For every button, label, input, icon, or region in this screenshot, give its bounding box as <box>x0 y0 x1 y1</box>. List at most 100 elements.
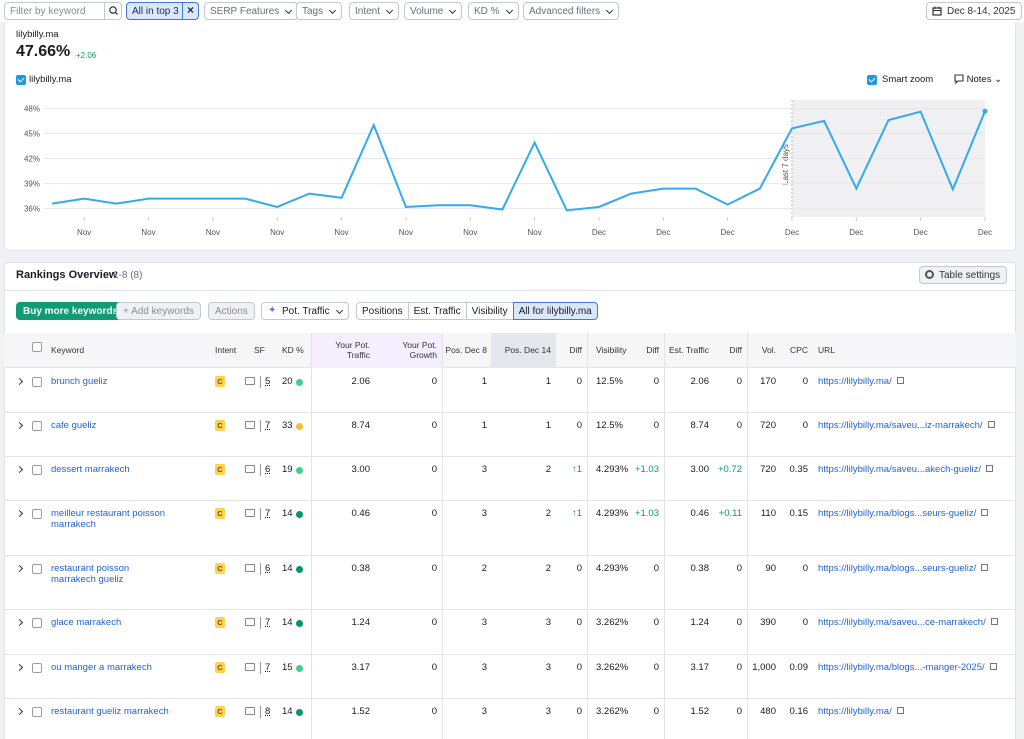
search-icon[interactable] <box>104 3 121 19</box>
expand-chevron[interactable] <box>15 707 24 716</box>
row-checkbox[interactable] <box>32 465 42 475</box>
column-header[interactable]: Diff <box>569 345 582 355</box>
external-link-icon[interactable] <box>990 618 998 625</box>
keyword-link[interactable]: cafe gueliz <box>51 420 97 431</box>
expand-chevron[interactable] <box>15 465 24 474</box>
column-header[interactable]: Pos. Dec 8 <box>445 345 487 355</box>
serp-sep <box>260 508 261 520</box>
select-all-checkbox[interactable] <box>32 342 42 352</box>
highlight-label: Last 7 days <box>781 144 790 185</box>
keyword-link[interactable]: dessert marrakech <box>51 464 130 475</box>
url-link[interactable]: https://lilybilly.ma/ <box>818 376 904 388</box>
cell: 4.293% <box>596 464 629 475</box>
notes-button[interactable]: Notes ⌄ <box>954 74 1002 85</box>
column-header[interactable]: Diff <box>646 345 659 355</box>
legend-checkbox[interactable] <box>16 75 26 85</box>
header-highlight <box>312 333 442 368</box>
cell: 0.09 <box>789 662 809 673</box>
expand-chevron[interactable] <box>15 421 24 430</box>
row-checkbox[interactable] <box>32 707 42 717</box>
column-header[interactable]: Intent <box>215 345 237 355</box>
external-link-icon[interactable] <box>989 663 997 670</box>
row-divider <box>4 654 1016 655</box>
tab[interactable]: Visibility <box>465 302 514 320</box>
row-checkbox[interactable] <box>32 564 42 574</box>
url-link[interactable]: https://lilybilly.ma/blogs...-manger-202… <box>818 662 997 674</box>
tab[interactable]: Positions <box>356 302 409 320</box>
column-header[interactable]: KD % <box>282 345 304 355</box>
dropdown[interactable]: Advanced filters <box>523 2 620 20</box>
kd-dot <box>296 566 303 573</box>
dropdown[interactable]: KD % <box>468 2 519 20</box>
url-link[interactable]: https://lilybilly.ma/saveu...ce-marrakec… <box>818 617 998 629</box>
row-checkbox[interactable] <box>32 663 42 673</box>
url-link[interactable]: https://lilybilly.ma/blogs...seurs-gueli… <box>818 563 989 575</box>
serp-icon <box>245 663 255 671</box>
tab[interactable]: All for lilybilly.ma <box>512 302 598 320</box>
cell: 0 <box>576 706 582 717</box>
row-checkbox[interactable] <box>32 618 42 628</box>
smart-zoom-label[interactable]: Smart zoom <box>882 74 934 85</box>
intent-badge: C <box>215 563 225 574</box>
url-link[interactable]: https://lilybilly.ma/blogs...seurs-gueli… <box>818 508 989 520</box>
column-header[interactable]: Your Pot. Growth <box>402 340 437 360</box>
keyword-link[interactable]: restaurant gueliz marrakech <box>51 706 169 717</box>
external-link-icon[interactable] <box>981 509 989 516</box>
cell: 2 <box>545 508 551 519</box>
cell: 8.74 <box>351 420 371 431</box>
table-settings[interactable]: Table settings <box>919 266 1008 284</box>
expand-chevron[interactable] <box>15 618 24 627</box>
column-header[interactable]: Visibility <box>596 345 627 355</box>
kd-dot <box>296 423 303 430</box>
cell: 0 <box>653 617 659 628</box>
column-header[interactable]: CPC <box>790 345 808 355</box>
row-checkbox[interactable] <box>32 509 42 519</box>
column-header[interactable]: Vol. <box>761 345 776 355</box>
remove-filter[interactable]: × <box>182 3 198 19</box>
dropdown[interactable]: Tags <box>296 2 343 20</box>
url-link[interactable]: https://lilybilly.ma/ <box>818 706 904 718</box>
url-link[interactable]: https://lilybilly.ma/saveu...iz-marrakec… <box>818 420 995 432</box>
add-keywords-button[interactable]: + Add keywords <box>116 302 201 320</box>
metric-select[interactable]: ✦ Pot. Traffic <box>261 302 349 320</box>
column-header[interactable]: Diff <box>729 345 742 355</box>
keyword-link[interactable]: meilleur restaurant poisson marrakech <box>51 508 166 530</box>
cell: 2.06 <box>351 376 371 387</box>
expand-chevron[interactable] <box>15 377 24 386</box>
external-link-icon[interactable] <box>896 707 904 714</box>
column-header[interactable]: Pos. Dec 14 <box>504 345 551 355</box>
row-divider <box>4 500 1016 501</box>
keyword-link[interactable]: restaurant poisson marrakech gueliz <box>51 563 130 585</box>
active-filter[interactable]: All in top 3 × <box>126 2 199 20</box>
external-link-icon[interactable] <box>987 421 995 428</box>
smart-zoom-checkbox[interactable] <box>867 75 877 85</box>
expand-chevron[interactable] <box>15 663 24 672</box>
column-header[interactable]: Keyword <box>51 345 85 355</box>
actions-button[interactable]: Actions <box>208 302 255 320</box>
cell: 1 <box>481 420 487 431</box>
expand-chevron[interactable] <box>15 509 24 518</box>
dropdown[interactable]: Volume <box>404 2 463 20</box>
tab[interactable]: Est. Traffic <box>407 302 467 320</box>
search-input[interactable]: Filter by keyword <box>4 2 122 20</box>
row-checkbox[interactable] <box>32 421 42 431</box>
buy-keywords-button[interactable]: Buy more keywords <box>16 302 126 320</box>
dropdown[interactable]: Intent <box>349 2 400 20</box>
date-picker[interactable]: Dec 8-14, 2025 <box>926 2 1023 20</box>
url-link[interactable]: https://lilybilly.ma/saveu...akech-gueli… <box>818 464 993 476</box>
keyword-link[interactable]: glace marrakech <box>51 617 122 628</box>
cell: ↑1 <box>571 464 582 475</box>
column-header[interactable]: Your Pot. Traffic <box>335 340 370 360</box>
expand-chevron[interactable] <box>15 564 24 573</box>
keyword-link[interactable]: ou manger a marrakech <box>51 662 152 673</box>
external-link-icon[interactable] <box>896 377 904 384</box>
cell: 0 <box>653 420 659 431</box>
external-link-icon[interactable] <box>985 465 993 472</box>
cell: 2 <box>545 464 551 475</box>
column-header[interactable]: Est. Traffic <box>669 345 709 355</box>
column-header[interactable]: URL <box>818 345 836 355</box>
row-checkbox[interactable] <box>32 377 42 387</box>
keyword-link[interactable]: brunch gueliz <box>51 376 108 387</box>
external-link-icon[interactable] <box>981 564 989 571</box>
column-header[interactable]: SF <box>254 345 265 355</box>
